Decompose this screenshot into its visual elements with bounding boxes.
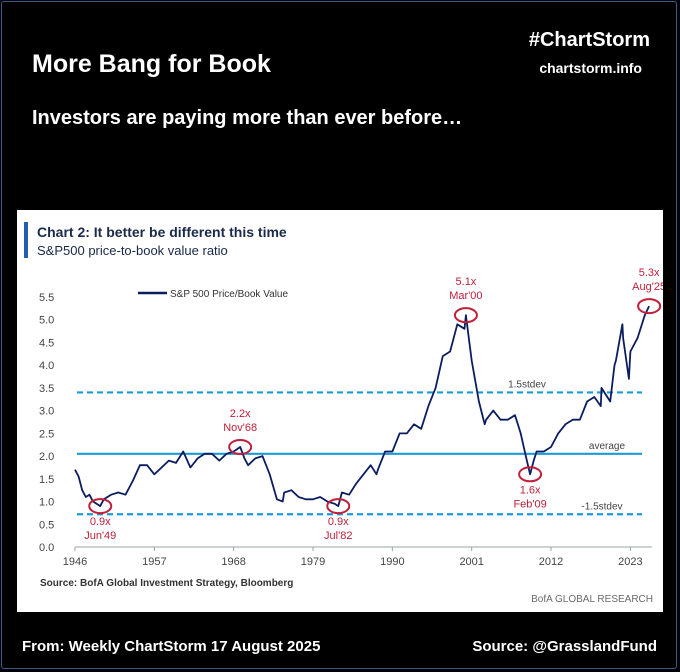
x-axis: 1946 1957 1968 1979 1990 2001 2012 2023 [63, 547, 643, 568]
legend-label: S&P 500 Price/Book Value [170, 289, 288, 300]
y-tick-label: 4.0 [39, 360, 54, 372]
x-tick-label: 1946 [63, 556, 87, 568]
chart-panel: Chart 2: It better be different this tim… [17, 210, 666, 612]
x-tick-label: 1990 [380, 556, 404, 568]
x-tick-label: 2012 [539, 556, 563, 568]
chart-credit: BofA GLOBAL RESEARCH [531, 594, 653, 605]
reference-lines: 1.5stdev average -1.5stdev [77, 379, 642, 516]
annotation-marker [88, 498, 113, 515]
y-tick-label: 3.5 [39, 383, 54, 395]
legend: S&P 500 Price/Book Value [138, 289, 288, 300]
y-tick-label: 2.5 [39, 428, 54, 440]
x-tick-label: 1979 [301, 556, 325, 568]
annotation-date: Mar'00 [449, 290, 482, 302]
y-axis: 0.0 0.5 1.0 1.5 2.0 2.5 3.0 3.5 4.0 4.5 5.0 5.5 [39, 292, 54, 554]
annotation-value: 2.2x [230, 408, 251, 420]
y-tick-label: 5.5 [39, 292, 54, 304]
x-tick-label: 1957 [142, 556, 166, 568]
annotation-marker [453, 307, 478, 324]
annotation-date: Jul'82 [324, 530, 352, 542]
reference-line-label: 1.5stdev [508, 379, 546, 390]
hashtag: #ChartStorm [528, 29, 650, 51]
annotation-date: Jun'49 [84, 530, 116, 542]
annotation-value: 1.6x [520, 484, 541, 496]
y-tick-label: 0.5 [39, 519, 54, 531]
annotation-date: Aug'25 [632, 281, 663, 293]
y-tick-label: 1.0 [39, 497, 54, 509]
y-tick-label: 4.5 [39, 337, 54, 349]
y-tick-label: 2.0 [39, 451, 54, 463]
chart-subtitle: S&P500 price-to-book value ratio [37, 243, 228, 258]
footer-from: From: Weekly ChartStorm 17 August 2025 [22, 638, 321, 655]
chart-title: Chart 2: It better be different this tim… [37, 224, 287, 240]
y-tick-label: 3.0 [39, 406, 54, 418]
site-url: chartstorm.info [539, 60, 642, 76]
x-tick-label: 2001 [459, 556, 483, 568]
annotation-marker [228, 439, 253, 455]
annotation-value: 0.9x [90, 516, 111, 528]
annotation-marker [326, 498, 351, 515]
series-line [74, 305, 650, 507]
title-accent-bar [24, 222, 28, 258]
chart-source: Source: BofA Global Investment Strategy,… [40, 578, 293, 589]
reference-line-label: -1.5stdev [581, 501, 622, 512]
x-tick-label: 2023 [618, 556, 642, 568]
annotation-value: 5.1x [456, 276, 477, 288]
annotation-marker [518, 466, 543, 483]
y-tick-label: 0.0 [39, 542, 54, 554]
x-tick-label: 1968 [221, 556, 245, 568]
page-title: More Bang for Book [32, 50, 271, 78]
annotation-value: 5.3x [639, 267, 660, 279]
page-subtitle: Investors are paying more than ever befo… [32, 107, 463, 129]
annotation-value: 0.9x [328, 516, 349, 528]
reference-line-label: average [589, 441, 626, 452]
annotations: 0.9x Jun'49 2.2x Nov'68 0.9x Jul'82 5.1x Mar'00… [84, 267, 666, 542]
annotation-date: Nov'68 [223, 422, 257, 434]
annotation-date: Feb'09 [513, 498, 546, 510]
chart: Chart 2: It better be different this tim… [24, 222, 666, 605]
y-tick-label: 1.5 [39, 474, 54, 486]
footer-source: Source: @GrasslandFund [472, 638, 657, 655]
y-tick-label: 5.0 [39, 315, 54, 327]
annotation-marker [637, 298, 662, 315]
